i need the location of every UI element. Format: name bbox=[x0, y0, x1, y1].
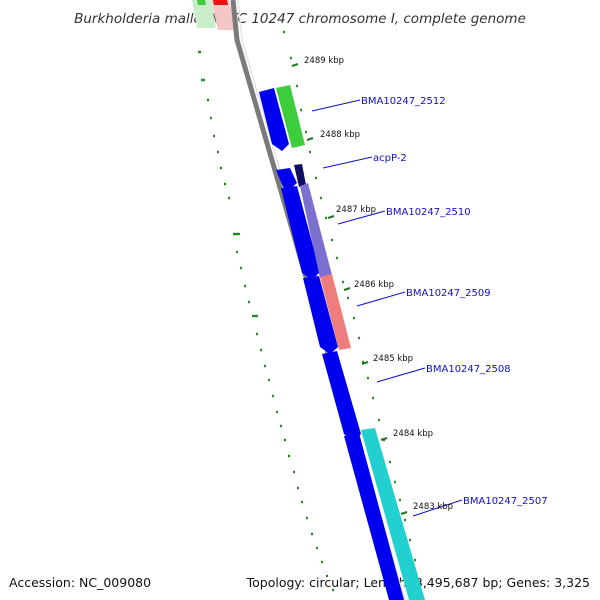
gc-skew-track-outer bbox=[283, 30, 416, 562]
gc-content-track-inner bbox=[198, 50, 334, 592]
feature-salmon bbox=[320, 274, 351, 350]
gene-arrow-forward bbox=[303, 276, 338, 354]
kbp-label: 2486 kbp bbox=[354, 280, 394, 290]
gene-label[interactable]: BMA10247_2509 bbox=[406, 288, 491, 299]
kbp-ticks bbox=[291, 62, 408, 516]
gene-label[interactable]: BMA10247_2508 bbox=[426, 364, 511, 375]
kbp-label: 2484 kbp bbox=[393, 429, 433, 439]
kbp-label: 2487 kbp bbox=[336, 205, 376, 215]
kbp-label: 2488 kbp bbox=[320, 130, 360, 140]
feature-red-top bbox=[213, 0, 228, 5]
feature-green-top bbox=[197, 0, 206, 5]
gene-arrow-forward bbox=[344, 433, 404, 600]
feature-green-top-faded bbox=[192, 0, 216, 28]
map-title: Burkholderia mallei NCTC 10247 chromosom… bbox=[74, 11, 526, 27]
accession-text: Accession: NC_009080 bbox=[9, 575, 151, 590]
feature-pink-top bbox=[211, 0, 236, 30]
gene-arrow-forward bbox=[322, 351, 361, 441]
kbp-label: 2489 kbp bbox=[304, 56, 344, 66]
kbp-label: 2483 kbp bbox=[413, 502, 453, 512]
feature-purple bbox=[300, 183, 332, 278]
feature-cyan bbox=[361, 428, 425, 600]
gene-arrow-forward bbox=[259, 88, 289, 151]
gene-arrow-forward bbox=[281, 186, 320, 280]
feature-green bbox=[276, 85, 305, 148]
label-leaders bbox=[311, 99, 463, 517]
gene-arrow-forward bbox=[276, 168, 297, 190]
gene-label[interactable]: BMA10247_2512 bbox=[361, 96, 446, 107]
kbp-label: 2485 kbp bbox=[373, 354, 413, 364]
gene-label[interactable]: BMA10247_2507 bbox=[463, 496, 548, 507]
gene-label[interactable]: BMA10247_2510 bbox=[386, 207, 471, 218]
feature-dark-navy bbox=[294, 164, 306, 187]
gene-label[interactable]: acpP-2 bbox=[373, 153, 407, 164]
